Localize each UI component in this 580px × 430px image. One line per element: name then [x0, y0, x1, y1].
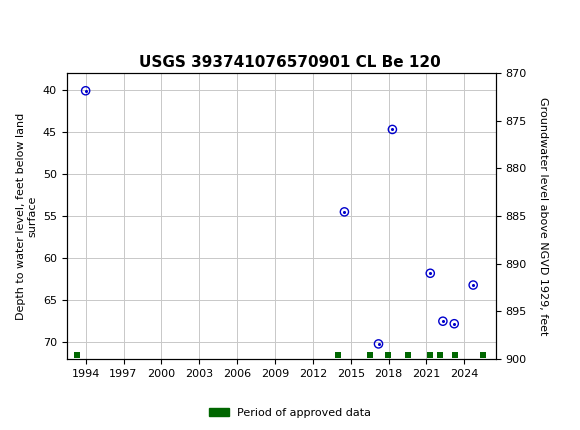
- Point: [438, 318, 448, 325]
- Legend: Period of approved data: Period of approved data: [204, 403, 376, 422]
- Point: [340, 209, 349, 215]
- Point: [438, 318, 448, 325]
- Point: [340, 209, 349, 215]
- Point: [426, 270, 435, 277]
- Point: [72, 351, 81, 358]
- Point: [374, 341, 383, 347]
- Text: ≡USGS: ≡USGS: [5, 13, 81, 32]
- Point: [383, 351, 393, 358]
- Point: [334, 351, 343, 358]
- Point: [425, 351, 434, 358]
- Y-axis label: Depth to water level, feet below land
surface: Depth to water level, feet below land su…: [16, 113, 37, 319]
- Point: [388, 126, 397, 133]
- Point: [469, 282, 478, 289]
- Point: [478, 351, 487, 358]
- Point: [365, 351, 375, 358]
- Point: [388, 126, 397, 133]
- Point: [450, 320, 459, 327]
- Text: USGS 393741076570901 CL Be 120: USGS 393741076570901 CL Be 120: [139, 55, 441, 70]
- Point: [426, 270, 435, 277]
- Point: [435, 351, 444, 358]
- Point: [374, 341, 383, 347]
- Point: [450, 351, 459, 358]
- Point: [469, 282, 478, 289]
- Point: [81, 87, 90, 94]
- Point: [81, 87, 90, 94]
- Point: [450, 320, 459, 327]
- Y-axis label: Groundwater level above NGVD 1929, feet: Groundwater level above NGVD 1929, feet: [538, 97, 548, 335]
- Point: [404, 351, 413, 358]
